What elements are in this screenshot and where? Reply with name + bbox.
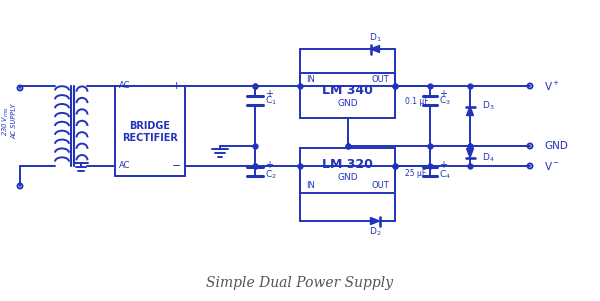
Text: RECTIFIER: RECTIFIER — [122, 133, 178, 143]
Bar — [300, 148, 395, 193]
Text: C$_4$: C$_4$ — [439, 169, 451, 181]
Text: D$_3$: D$_3$ — [482, 100, 494, 112]
Text: IN: IN — [306, 182, 315, 191]
Text: D$_1$: D$_1$ — [369, 32, 381, 44]
Polygon shape — [371, 218, 380, 225]
Text: C$_3$: C$_3$ — [439, 95, 451, 107]
Text: +: + — [172, 81, 181, 91]
Bar — [115, 86, 185, 176]
Polygon shape — [467, 107, 473, 116]
Text: LM 340: LM 340 — [322, 85, 373, 98]
Text: AC: AC — [119, 162, 131, 170]
Text: C$_2$: C$_2$ — [265, 169, 277, 181]
Text: +: + — [439, 89, 447, 99]
Text: GND: GND — [544, 141, 568, 151]
Text: OUT: OUT — [371, 75, 389, 83]
Text: +: + — [265, 160, 273, 170]
Text: C$_1$: C$_1$ — [265, 95, 277, 107]
Text: D$_2$: D$_2$ — [369, 226, 381, 238]
Polygon shape — [371, 45, 380, 52]
Text: +: + — [265, 89, 273, 99]
Text: 25 μF: 25 μF — [405, 169, 426, 178]
Text: GND: GND — [337, 100, 358, 108]
Text: +: + — [439, 160, 447, 170]
Text: OUT: OUT — [371, 182, 389, 191]
Text: IN: IN — [306, 75, 315, 83]
Text: D$_4$: D$_4$ — [482, 152, 494, 164]
Text: AC: AC — [119, 82, 131, 91]
Polygon shape — [467, 148, 473, 157]
Text: V$^+$: V$^+$ — [544, 79, 560, 92]
Text: −: − — [172, 161, 181, 171]
Text: LM 320: LM 320 — [322, 159, 373, 172]
Text: BRIDGE: BRIDGE — [130, 121, 170, 131]
Text: 0.1 μF: 0.1 μF — [405, 97, 428, 105]
Text: 230 V$_{rms}$
AC SUPPLY: 230 V$_{rms}$ AC SUPPLY — [1, 103, 17, 139]
Bar — [300, 73, 395, 118]
Text: Simple Dual Power Supply: Simple Dual Power Supply — [206, 276, 394, 290]
Text: V$^-$: V$^-$ — [544, 160, 560, 172]
Text: GND: GND — [337, 173, 358, 182]
